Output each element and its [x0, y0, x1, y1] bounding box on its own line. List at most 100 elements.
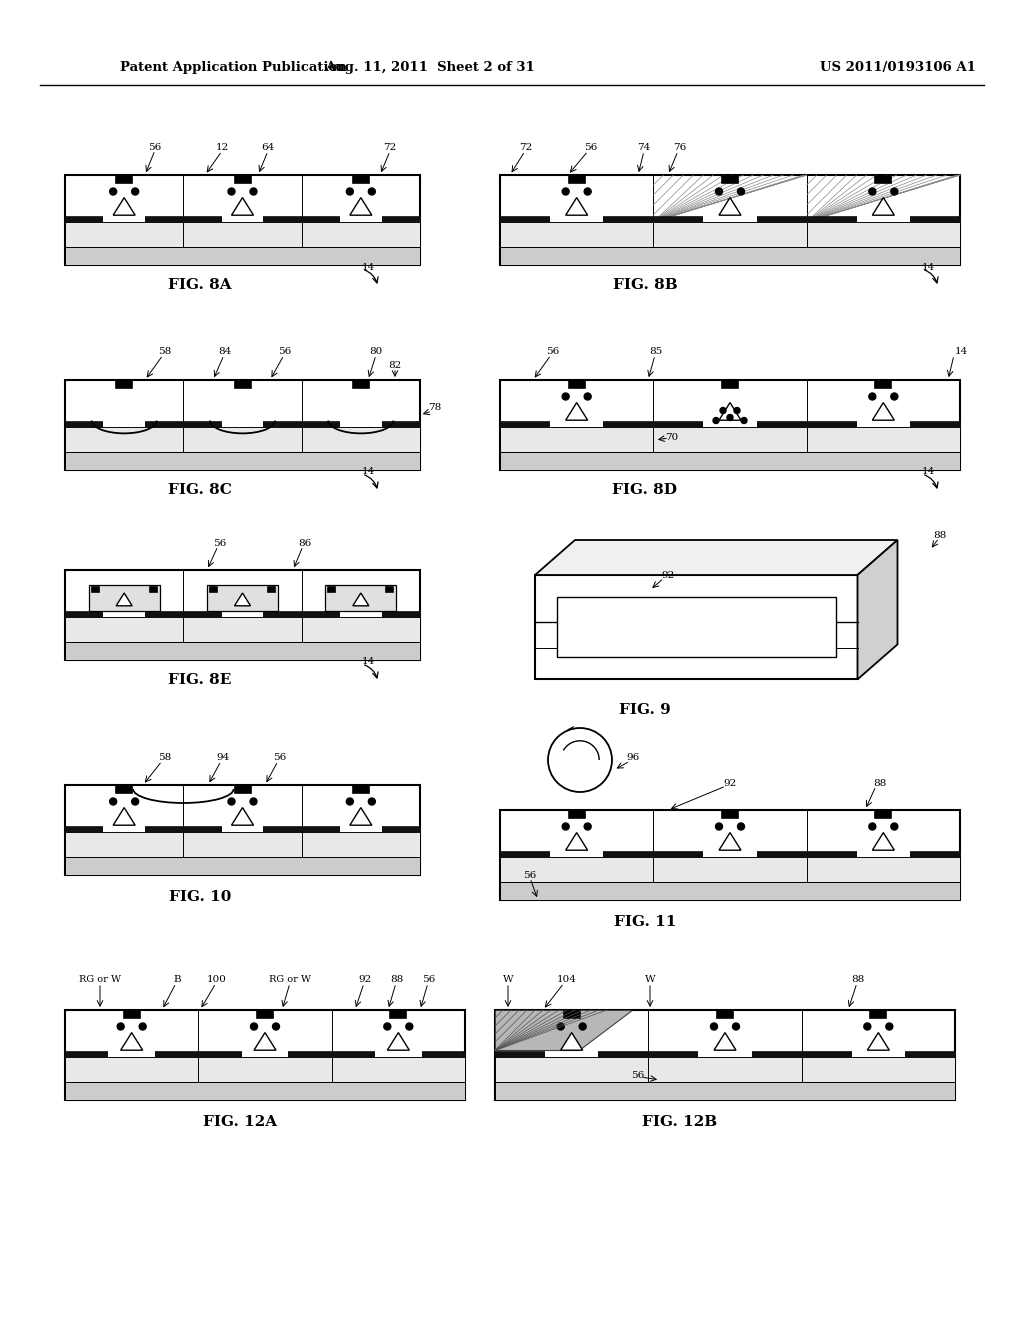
Text: 84: 84 — [218, 347, 231, 356]
Text: 80: 80 — [370, 347, 383, 356]
Bar — [150, 587, 157, 591]
Bar — [568, 381, 585, 388]
Text: FIG. 9: FIG. 9 — [620, 704, 671, 717]
Bar — [65, 380, 420, 470]
Bar — [870, 1011, 887, 1018]
Bar — [103, 610, 144, 616]
Polygon shape — [231, 808, 254, 825]
Circle shape — [584, 187, 591, 195]
Text: 94: 94 — [216, 754, 229, 763]
Bar — [698, 1051, 752, 1057]
Bar — [234, 176, 251, 183]
Bar — [563, 1011, 580, 1018]
Text: 56: 56 — [585, 144, 598, 153]
Bar — [852, 1051, 905, 1057]
Bar — [65, 1057, 465, 1082]
Text: 104: 104 — [557, 975, 577, 985]
Bar — [340, 610, 382, 616]
Text: 14: 14 — [361, 657, 375, 667]
Text: 70: 70 — [666, 433, 679, 441]
Bar — [375, 1051, 422, 1057]
Text: FIG. 8C: FIG. 8C — [168, 483, 232, 498]
Circle shape — [562, 187, 569, 195]
Bar — [268, 587, 275, 591]
Polygon shape — [350, 198, 372, 215]
Bar — [65, 176, 420, 265]
Circle shape — [384, 1023, 391, 1030]
Text: 82: 82 — [388, 360, 401, 370]
Text: 86: 86 — [298, 539, 311, 548]
Circle shape — [891, 393, 898, 400]
Text: B: B — [173, 975, 181, 985]
Text: FIG. 12A: FIG. 12A — [203, 1115, 278, 1129]
Polygon shape — [114, 198, 135, 215]
Text: 14: 14 — [361, 263, 375, 272]
Bar — [500, 215, 961, 222]
Bar — [89, 585, 160, 610]
Text: 76: 76 — [674, 144, 687, 153]
Bar — [535, 576, 857, 680]
Polygon shape — [714, 1032, 736, 1051]
Circle shape — [117, 1023, 124, 1030]
Polygon shape — [350, 808, 372, 825]
Text: 72: 72 — [519, 144, 532, 153]
Bar — [92, 587, 98, 591]
Bar — [65, 426, 420, 451]
Circle shape — [110, 799, 117, 805]
Circle shape — [406, 1023, 413, 1030]
Text: 88: 88 — [933, 531, 946, 540]
Bar — [65, 642, 420, 660]
Bar — [65, 570, 420, 660]
Text: 56: 56 — [148, 143, 162, 152]
Bar — [222, 421, 263, 426]
Circle shape — [864, 1023, 870, 1030]
Circle shape — [734, 408, 740, 413]
Polygon shape — [872, 198, 894, 215]
Text: 88: 88 — [851, 975, 864, 985]
Circle shape — [886, 1023, 893, 1030]
Polygon shape — [234, 593, 251, 606]
Bar — [876, 176, 891, 183]
Bar — [234, 381, 251, 388]
Bar — [116, 381, 132, 388]
Polygon shape — [565, 403, 588, 420]
Bar — [210, 587, 217, 591]
Bar — [207, 585, 278, 610]
Bar — [550, 850, 603, 857]
Circle shape — [584, 393, 591, 400]
Bar — [495, 1051, 955, 1057]
Bar — [326, 585, 396, 610]
Bar — [568, 176, 585, 183]
Circle shape — [727, 414, 733, 421]
Bar — [856, 215, 910, 222]
Bar — [353, 785, 369, 793]
Polygon shape — [353, 593, 369, 606]
Text: 92: 92 — [662, 570, 675, 579]
Circle shape — [562, 822, 569, 830]
Circle shape — [346, 187, 353, 195]
Text: 100: 100 — [207, 975, 227, 985]
Bar — [500, 882, 961, 900]
Circle shape — [250, 187, 257, 195]
Text: FIG. 12B: FIG. 12B — [642, 1115, 718, 1129]
Text: RG or W: RG or W — [269, 975, 311, 985]
Circle shape — [868, 393, 876, 400]
Text: Patent Application Publication: Patent Application Publication — [120, 62, 347, 74]
Polygon shape — [114, 808, 135, 825]
Text: 56: 56 — [523, 870, 537, 879]
Text: 72: 72 — [383, 144, 396, 153]
Bar — [500, 421, 961, 426]
Bar — [500, 176, 961, 265]
Bar — [103, 215, 144, 222]
Circle shape — [132, 799, 138, 805]
Bar — [124, 1011, 139, 1018]
Bar — [65, 785, 420, 875]
Text: FIG. 8A: FIG. 8A — [168, 279, 231, 292]
Bar — [222, 825, 263, 832]
Text: FIG. 8B: FIG. 8B — [612, 279, 677, 292]
Bar — [876, 810, 891, 818]
Text: 85: 85 — [649, 347, 663, 356]
Bar — [500, 850, 961, 857]
Bar — [65, 616, 420, 642]
Text: 92: 92 — [723, 779, 736, 788]
